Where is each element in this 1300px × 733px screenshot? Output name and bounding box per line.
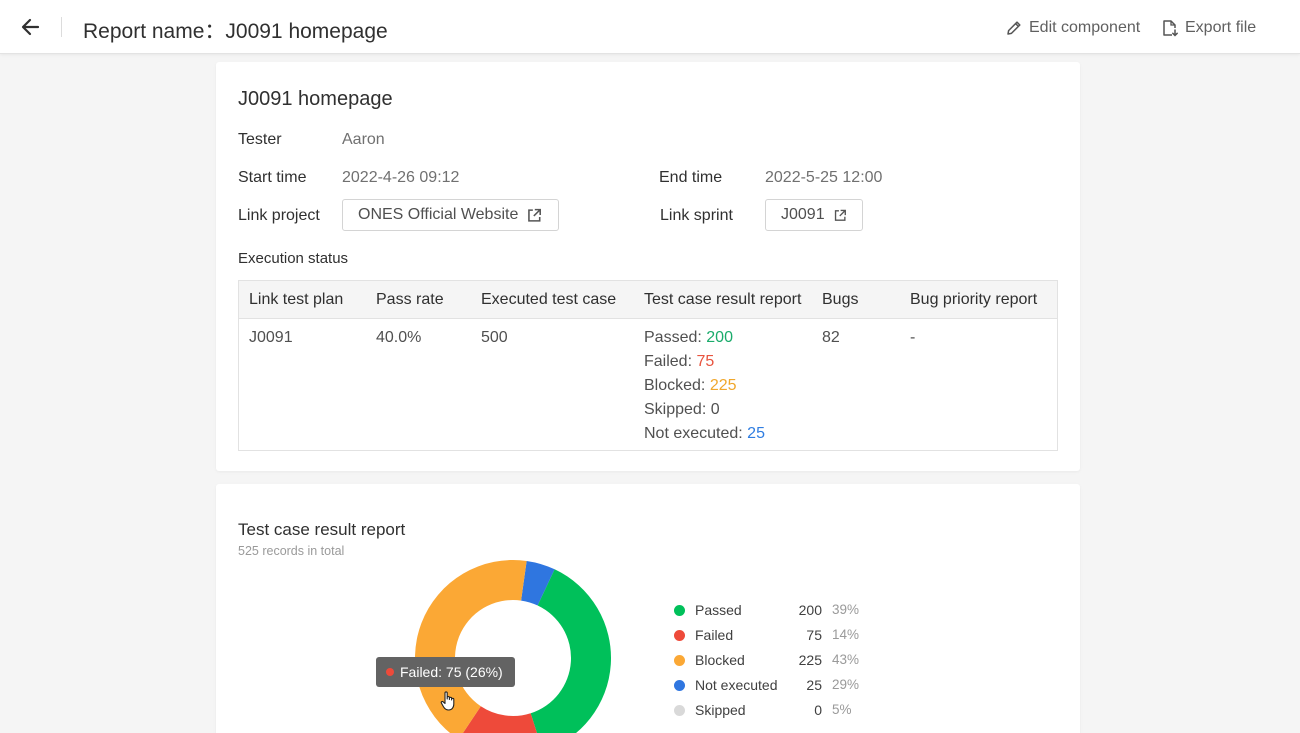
legend-item[interactable]: Blocked 225 43% [674, 651, 874, 671]
tooltip-dot [386, 668, 394, 676]
bug-priority-cell: - [910, 329, 916, 346]
edit-component-label: Edit component [1029, 19, 1141, 36]
legend-dot [674, 655, 685, 666]
start-time-value: 2022-4-26 09:12 [342, 169, 460, 186]
legend-dot [674, 705, 685, 716]
result-blocked: Blocked: 225 [644, 377, 737, 394]
summary-card: J0091 homepage Tester Aaron Start time 2… [216, 62, 1080, 471]
donut-slice-failed[interactable] [459, 706, 543, 733]
legend-label: Skipped [695, 702, 746, 718]
legend-count: 225 [798, 652, 822, 668]
end-time-value: 2022-5-25 12:00 [765, 169, 883, 186]
legend-count: 200 [798, 602, 822, 618]
column-header: Test case result report [644, 291, 802, 308]
donut-chart[interactable] [413, 558, 613, 733]
export-file-button[interactable]: Export file [1161, 17, 1256, 39]
executed-cell: 500 [481, 329, 508, 346]
plan-cell[interactable]: J0091 [249, 329, 293, 346]
legend-percent: 14% [832, 627, 860, 642]
legend-label: Passed [695, 602, 742, 618]
header-divider [61, 17, 62, 37]
tester-label: Tester [238, 131, 282, 148]
legend-item[interactable]: Skipped 0 5% [674, 701, 874, 721]
legend-item[interactable]: Passed 200 39% [674, 601, 874, 621]
link-sprint-label: Link sprint [660, 207, 733, 224]
chart-subtitle: 525 records in total [238, 544, 345, 558]
donut-slice-blocked[interactable] [415, 560, 527, 733]
external-link-icon [528, 208, 542, 222]
end-time-label: End time [659, 169, 723, 186]
tester-value: Aaron [342, 131, 385, 148]
back-button[interactable] [18, 15, 44, 39]
legend-count: 25 [806, 677, 822, 693]
link-project-button[interactable]: ONES Official Website [342, 199, 559, 231]
legend-label: Not executed [695, 677, 778, 693]
page-title: Report name：J0091 homepage [83, 20, 388, 43]
export-file-icon [1163, 20, 1178, 37]
legend-item[interactable]: Not executed 25 29% [674, 676, 874, 696]
result-failed: Failed: 75 [644, 353, 715, 370]
donut-slice-not-executed[interactable] [521, 560, 555, 606]
execution-table: Link test plan Pass rate Executed test c… [238, 280, 1058, 451]
link-project-label: Link project [238, 207, 320, 224]
arrow-left-icon [21, 18, 40, 36]
hand-cursor-icon [440, 691, 455, 711]
tooltip-text: Failed: 75 (26%) [400, 664, 503, 680]
column-header: Bug priority report [910, 291, 1038, 308]
chart-card: Test case result report 525 records in t… [216, 484, 1080, 733]
link-sprint-button[interactable]: J0091 [765, 199, 863, 231]
legend-count: 0 [814, 702, 822, 718]
pass-rate-cell: 40.0% [376, 329, 422, 346]
chart-title: Test case result report [238, 520, 406, 539]
legend-label: Blocked [695, 652, 745, 668]
legend-percent: 39% [832, 602, 860, 617]
legend-dot [674, 680, 685, 691]
column-header: Bugs [822, 291, 859, 308]
column-header: Link test plan [249, 291, 344, 308]
legend-percent: 43% [832, 652, 860, 667]
bugs-cell: 82 [822, 329, 840, 346]
link-sprint-value: J0091 [781, 206, 825, 223]
card-title: J0091 homepage [238, 88, 393, 110]
result-passed: Passed: 200 [644, 329, 733, 346]
legend-percent: 29% [832, 677, 860, 692]
chart-tooltip: Failed: 75 (26%) [376, 657, 515, 687]
start-time-label: Start time [238, 169, 307, 186]
legend-count: 75 [806, 627, 822, 643]
link-project-value: ONES Official Website [358, 206, 519, 223]
legend-label: Failed [695, 627, 734, 643]
external-link-icon [834, 209, 846, 221]
legend-dot [674, 605, 685, 616]
result-skipped: Skipped: 0 [644, 401, 720, 418]
legend-dot [674, 630, 685, 641]
export-file-label: Export file [1185, 19, 1257, 36]
pencil-icon [1007, 21, 1021, 35]
column-header: Pass rate [376, 291, 444, 308]
table-header: Link test plan Pass rate Executed test c… [239, 281, 1057, 319]
column-header: Executed test case [481, 291, 617, 308]
donut-slice-passed[interactable] [530, 569, 611, 733]
top-bar: Report name：J0091 homepage Edit componen… [0, 0, 1300, 54]
legend-percent: 5% [832, 702, 852, 717]
execution-status-label: Execution status [238, 250, 349, 267]
edit-component-button[interactable]: Edit component [1005, 17, 1140, 39]
result-not-executed: Not executed: 25 [644, 425, 765, 442]
legend-item[interactable]: Failed 75 14% [674, 626, 874, 646]
